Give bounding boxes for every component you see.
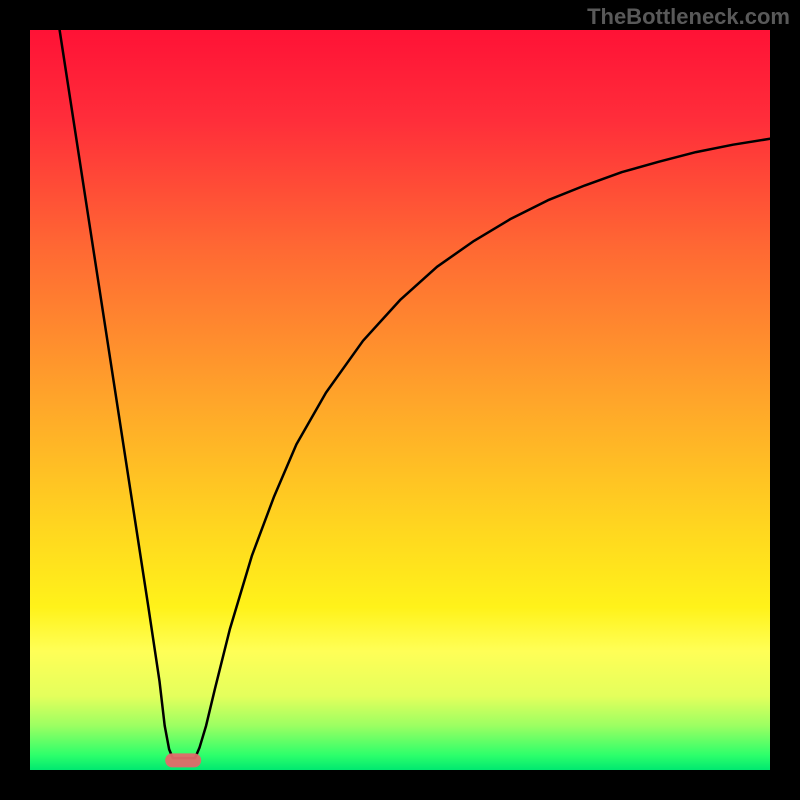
chart-background	[30, 30, 770, 770]
optimum-marker	[165, 753, 201, 767]
watermark-text: TheBottleneck.com	[587, 4, 790, 30]
chart-container: TheBottleneck.com	[0, 0, 800, 800]
bottleneck-chart	[0, 0, 800, 800]
